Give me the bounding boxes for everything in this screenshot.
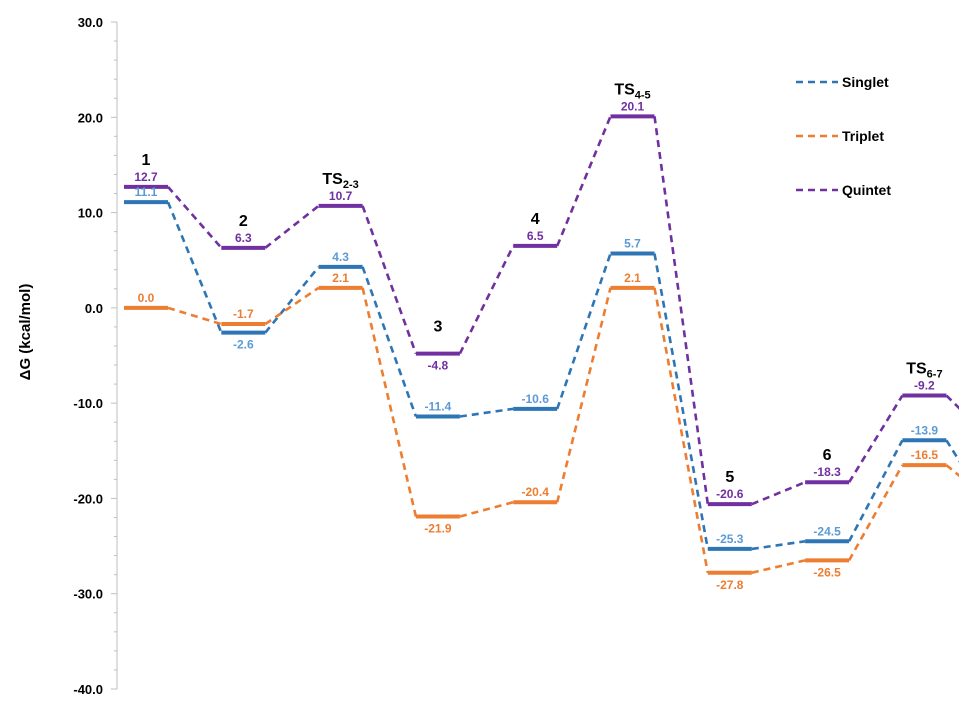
triplet-value-label: -1.7 bbox=[233, 307, 254, 321]
singlet-connector bbox=[751, 540, 806, 551]
singlet-value-label: -2.6 bbox=[233, 338, 254, 352]
connector-lines bbox=[166, 115, 959, 575]
triplet-connector bbox=[555, 287, 612, 503]
state-label: TS2-3 bbox=[322, 171, 358, 191]
quintet-value-label: -18.3 bbox=[813, 465, 841, 479]
y-tick-label: -30.0 bbox=[73, 587, 103, 602]
triplet-connector bbox=[361, 287, 418, 517]
singlet-value-label: -10.6 bbox=[522, 392, 550, 406]
quintet-connector bbox=[847, 394, 904, 483]
quintet-connector bbox=[945, 394, 959, 410]
triplet-value-label: -27.8 bbox=[716, 578, 744, 592]
triplet-value-label: -26.5 bbox=[813, 565, 841, 579]
y-tick-label: -40.0 bbox=[73, 682, 103, 697]
singlet-connector bbox=[166, 201, 223, 334]
state-label: 6 bbox=[823, 447, 832, 464]
y-tick-label: 10.0 bbox=[78, 206, 103, 221]
legend: Singlet Triplet Quintet bbox=[796, 74, 891, 198]
quintet-connector bbox=[751, 481, 806, 506]
y-tick-label: 20.0 bbox=[78, 110, 103, 125]
triplet-connector bbox=[847, 464, 904, 561]
triplet-value-label: -20.4 bbox=[522, 485, 550, 499]
triplet-connector bbox=[167, 306, 222, 326]
state-label: TS6-7 bbox=[906, 361, 942, 381]
triplet-connector bbox=[459, 500, 514, 518]
quintet-value-label: -9.2 bbox=[914, 379, 935, 393]
quintet-value-label: 20.1 bbox=[621, 99, 645, 113]
triplet-value-label: 2.1 bbox=[624, 271, 641, 285]
y-tick-label: -10.0 bbox=[73, 396, 103, 411]
quintet-value-label: 6.5 bbox=[527, 229, 544, 243]
singlet-value-label: 11.1 bbox=[135, 185, 158, 199]
state-label: 3 bbox=[433, 319, 442, 336]
triplet-value-label: 2.1 bbox=[332, 271, 349, 285]
quintet-value-label: 10.7 bbox=[329, 189, 353, 203]
quintet-value-label: -4.8 bbox=[428, 359, 449, 373]
quintet-connector bbox=[361, 205, 418, 355]
y-axis: 30.0 20.0 10.0 0.0 -10.0 -20.0 -30.0 -40.0 bbox=[73, 15, 118, 697]
energy-levels bbox=[124, 114, 947, 575]
state-label: 5 bbox=[725, 469, 734, 486]
singlet-value-label: -25.3 bbox=[716, 532, 744, 546]
singlet-connector bbox=[459, 407, 514, 418]
singlet-connector bbox=[945, 439, 959, 463]
singlet-value-label: -11.4 bbox=[425, 399, 452, 413]
singlet-connector bbox=[847, 439, 904, 542]
quintet-value-label: -20.6 bbox=[716, 487, 744, 501]
state-label: 1 bbox=[142, 152, 151, 169]
legend-label-quintet: Quintet bbox=[842, 182, 891, 198]
y-tick-label: 30.0 bbox=[78, 15, 103, 30]
singlet-connector bbox=[361, 266, 418, 417]
singlet-connector bbox=[555, 253, 612, 410]
y-tick-label: -20.0 bbox=[73, 491, 103, 506]
singlet-value-label: -13.9 bbox=[911, 423, 939, 437]
triplet-connector bbox=[751, 559, 806, 575]
quintet-connector bbox=[653, 116, 710, 505]
triplet-connector bbox=[653, 287, 710, 573]
singlet-value-label: 4.3 bbox=[332, 250, 349, 264]
value-labels: 11.1 -2.6 4.3 -11.4 -10.6 5.7 -25.3 -24.5 -13.9 -… bbox=[134, 99, 939, 592]
y-axis-label: ΔG (kcal/mol) bbox=[17, 284, 34, 381]
legend-label-singlet: Singlet bbox=[842, 74, 889, 90]
state-label: 2 bbox=[239, 213, 248, 230]
quintet-connector bbox=[458, 245, 515, 355]
triplet-value-label: 0.0 bbox=[138, 291, 155, 305]
singlet-value-label: 5.7 bbox=[624, 237, 641, 251]
singlet-connector bbox=[653, 253, 710, 550]
quintet-value-label: 6.3 bbox=[235, 231, 252, 245]
quintet-connector bbox=[555, 115, 612, 247]
y-tick-label: 0.0 bbox=[85, 301, 103, 316]
quintet-connector bbox=[264, 204, 320, 249]
singlet-connector bbox=[264, 266, 320, 334]
triplet-connector bbox=[945, 464, 959, 478]
triplet-value-label: -21.9 bbox=[424, 522, 452, 536]
legend-label-triplet: Triplet bbox=[842, 128, 884, 144]
triplet-value-label: -16.5 bbox=[911, 448, 939, 462]
state-label: TS4-5 bbox=[614, 81, 650, 101]
quintet-value-label: 12.7 bbox=[134, 170, 158, 184]
state-label: 4 bbox=[531, 211, 540, 228]
quintet-connector bbox=[167, 185, 223, 249]
triplet-connector bbox=[264, 286, 320, 326]
singlet-value-label: -24.5 bbox=[813, 524, 841, 538]
